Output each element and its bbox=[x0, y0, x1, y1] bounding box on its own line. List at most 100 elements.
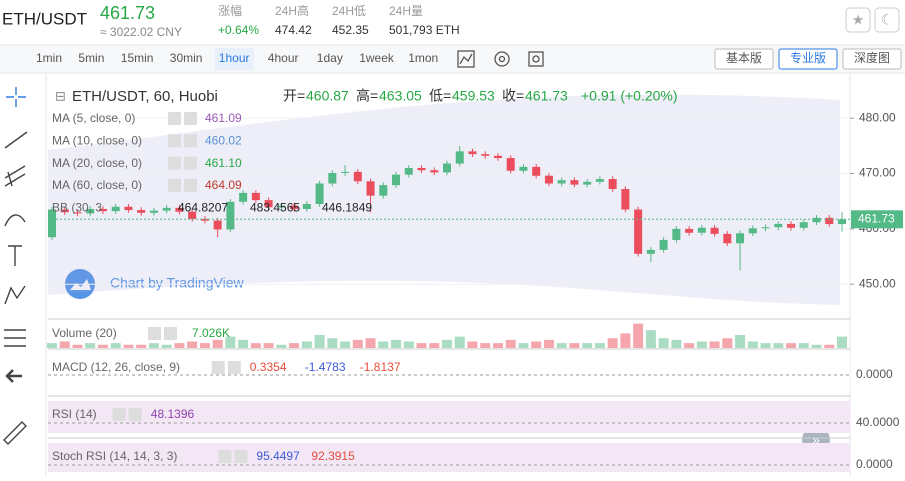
volume-bar bbox=[837, 336, 847, 348]
candle-body bbox=[646, 249, 655, 254]
stat-value: +0.64% bbox=[218, 23, 259, 37]
study-label: MA (60, close, 0) bbox=[52, 178, 142, 192]
measure-tool[interactable] bbox=[4, 329, 26, 347]
settings-button[interactable] bbox=[168, 112, 181, 125]
back-tool[interactable] bbox=[5, 369, 22, 383]
volume-bar bbox=[735, 335, 746, 348]
volume-bar bbox=[811, 344, 822, 348]
volume-bar bbox=[72, 344, 83, 348]
panel-label: RSI (14) bbox=[52, 407, 97, 421]
line-tool[interactable] bbox=[4, 131, 28, 149]
candle-body bbox=[595, 179, 604, 182]
settings-button[interactable] bbox=[168, 156, 181, 170]
watermark-logo-mark bbox=[70, 279, 91, 290]
interval-button[interactable]: 1hour bbox=[219, 51, 250, 65]
interval-button[interactable]: 4hour bbox=[268, 51, 299, 65]
symbol: ETH/USDT bbox=[2, 9, 87, 28]
interval-button[interactable]: 1mon bbox=[408, 51, 438, 65]
version-label: 专业版 bbox=[790, 50, 826, 65]
volume-bar bbox=[594, 343, 605, 348]
settings-icon[interactable] bbox=[494, 51, 510, 67]
interval-button[interactable]: 15min bbox=[121, 51, 154, 65]
close-button[interactable] bbox=[234, 450, 248, 463]
panel-value: 48.1396 bbox=[151, 407, 195, 421]
panel-value: -1.8137 bbox=[360, 360, 401, 374]
stat-label: 24H低 bbox=[332, 4, 366, 18]
stat-value: 501,793 ETH bbox=[389, 23, 460, 37]
volume-bar bbox=[556, 343, 567, 348]
settings-button[interactable] bbox=[211, 361, 225, 374]
ohlc-value: 459.53 bbox=[452, 88, 495, 104]
header-bg bbox=[0, 0, 905, 45]
version-button[interactable] bbox=[714, 48, 774, 70]
volume-bar bbox=[620, 333, 631, 348]
panel-label: MACD (12, 26, close, 9) bbox=[52, 360, 180, 374]
pattern-tool[interactable] bbox=[4, 285, 26, 305]
volume-bar bbox=[442, 339, 452, 348]
close-button[interactable] bbox=[227, 361, 241, 374]
candle-body bbox=[672, 228, 681, 240]
version-button[interactable] bbox=[778, 48, 838, 70]
price-change: +0.91 (+0.20%) bbox=[581, 88, 678, 104]
text-tool[interactable] bbox=[8, 245, 22, 266]
volume-bar bbox=[225, 336, 236, 348]
indicator-icon[interactable] bbox=[457, 50, 475, 68]
ohlc-label: 高= bbox=[356, 88, 378, 104]
interval-button[interactable]: 1day bbox=[317, 51, 343, 65]
version-button[interactable] bbox=[842, 48, 902, 70]
fib-tool[interactable] bbox=[4, 165, 26, 187]
collapse-icon[interactable]: ⊟ bbox=[55, 88, 66, 103]
chart-title: ETH/USDT, 60, Huobi bbox=[72, 88, 218, 105]
candle-body bbox=[468, 151, 477, 155]
last-price-label: 461.73 bbox=[858, 211, 895, 225]
interval-button[interactable]: 1week bbox=[359, 51, 395, 65]
volume-bar bbox=[582, 343, 593, 348]
volume-bar bbox=[454, 336, 465, 348]
settings-button[interactable] bbox=[168, 178, 181, 192]
close-button[interactable] bbox=[184, 134, 197, 148]
close-button[interactable] bbox=[184, 178, 197, 192]
settings-button[interactable] bbox=[218, 450, 232, 463]
candle-body bbox=[379, 185, 388, 196]
panel-value: 95.4497 bbox=[256, 449, 300, 463]
candle-body bbox=[506, 158, 515, 171]
interval-button[interactable]: 30min bbox=[170, 51, 203, 65]
candle-body bbox=[392, 174, 401, 186]
volume-bar bbox=[403, 341, 414, 348]
volume-bar bbox=[518, 343, 529, 348]
settings-button[interactable] bbox=[148, 327, 161, 340]
study-value: 460.02 bbox=[205, 133, 242, 147]
volume-bar bbox=[391, 339, 402, 348]
candle-body bbox=[98, 208, 107, 212]
volume-bar bbox=[212, 339, 223, 348]
settings-button[interactable] bbox=[112, 408, 126, 421]
settings-button[interactable] bbox=[168, 134, 181, 148]
crosshair-tool[interactable] bbox=[6, 87, 26, 107]
volume-bar bbox=[263, 343, 274, 348]
volume-bar bbox=[47, 343, 57, 348]
volume-bar bbox=[314, 335, 325, 348]
interval-button[interactable]: 1min bbox=[36, 51, 62, 65]
bb-fill bbox=[48, 94, 840, 306]
ruler-tool[interactable] bbox=[3, 421, 27, 445]
volume-bar bbox=[696, 341, 707, 348]
version-label: 深度图 bbox=[854, 50, 890, 65]
candle-body bbox=[239, 192, 248, 202]
volume-bar bbox=[365, 338, 376, 348]
interval-button[interactable]: 5min bbox=[78, 51, 104, 65]
close-button[interactable] bbox=[164, 327, 177, 340]
star-button[interactable] bbox=[845, 7, 871, 33]
close-button[interactable] bbox=[184, 112, 197, 125]
screenshot-icon[interactable] bbox=[528, 51, 544, 67]
close-button[interactable] bbox=[184, 156, 197, 170]
theme-button[interactable] bbox=[874, 7, 900, 33]
brush-tool[interactable] bbox=[4, 214, 26, 227]
candle-body bbox=[328, 172, 337, 184]
volume-bar bbox=[276, 344, 287, 348]
drawing-tools bbox=[3, 87, 28, 445]
scroll-icon: » bbox=[812, 432, 820, 448]
last-price: 461.73 bbox=[100, 3, 155, 23]
study-label: MA (20, close, 0) bbox=[52, 156, 142, 170]
close-button[interactable] bbox=[128, 408, 142, 421]
